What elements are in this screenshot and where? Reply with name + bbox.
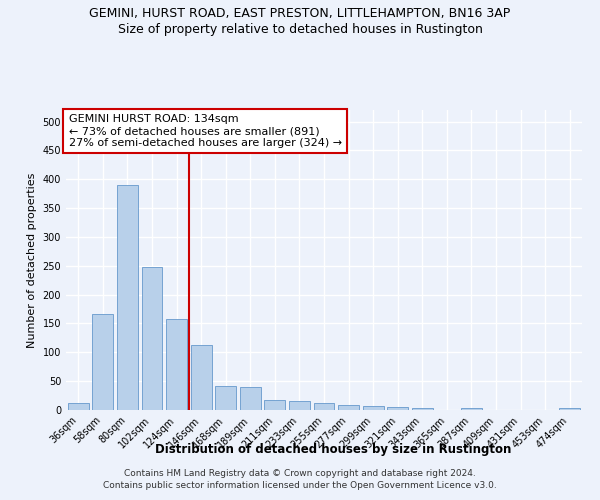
Bar	[289, 402, 310, 410]
Text: GEMINI HURST ROAD: 134sqm
← 73% of detached houses are smaller (891)
27% of semi: GEMINI HURST ROAD: 134sqm ← 73% of detac…	[68, 114, 342, 148]
Bar	[240, 387, 261, 410]
Bar	[215, 386, 236, 410]
Bar	[142, 267, 163, 410]
Bar	[117, 185, 138, 410]
Bar	[387, 407, 408, 410]
Text: Contains public sector information licensed under the Open Government Licence v3: Contains public sector information licen…	[103, 481, 497, 490]
Text: Contains HM Land Registry data © Crown copyright and database right 2024.: Contains HM Land Registry data © Crown c…	[124, 468, 476, 477]
Bar	[412, 408, 433, 410]
Bar	[338, 406, 359, 410]
Bar	[314, 402, 334, 410]
Bar	[461, 408, 482, 410]
Y-axis label: Number of detached properties: Number of detached properties	[27, 172, 37, 348]
Text: Distribution of detached houses by size in Rustington: Distribution of detached houses by size …	[155, 442, 511, 456]
Bar	[265, 400, 286, 410]
Bar	[92, 314, 113, 410]
Text: Size of property relative to detached houses in Rustington: Size of property relative to detached ho…	[118, 22, 482, 36]
Bar	[68, 403, 89, 410]
Bar	[166, 320, 187, 410]
Bar	[191, 345, 212, 410]
Bar	[559, 408, 580, 410]
Text: GEMINI, HURST ROAD, EAST PRESTON, LITTLEHAMPTON, BN16 3AP: GEMINI, HURST ROAD, EAST PRESTON, LITTLE…	[89, 8, 511, 20]
Bar	[362, 406, 383, 410]
